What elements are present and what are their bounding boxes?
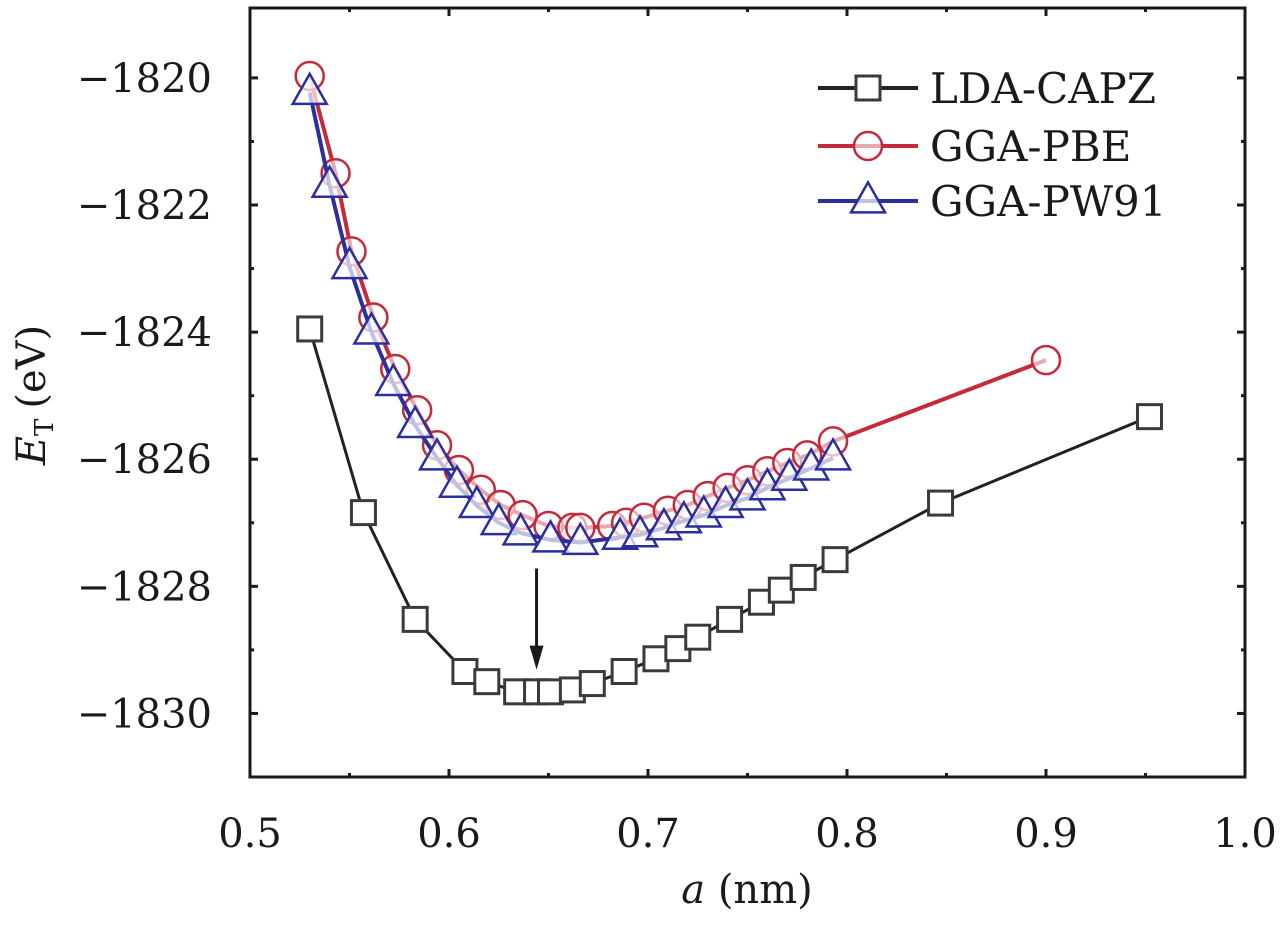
plot-frame: [248, 6, 1247, 779]
data-point-gga-pbe: [1030, 344, 1062, 376]
data-point-gga-pw91: [501, 511, 540, 546]
y-tick-label: −1828: [77, 564, 212, 610]
x-axis-label: a (nm): [681, 867, 812, 913]
data-point-lda-capz: [451, 658, 479, 686]
x-tick-label: 0.9: [1014, 811, 1078, 857]
data-point-gga-pw91: [310, 164, 349, 198]
data-point-gga-pw91: [396, 404, 435, 439]
x-tick-labels: 0.5 0.6 0.7 0.8 0.9 1.0: [218, 811, 1277, 857]
x-tick-label: 0.6: [417, 811, 481, 857]
data-point-lda-capz: [349, 499, 377, 527]
x-axis-unit: (nm): [718, 867, 813, 913]
y-tick-label: −1824: [77, 310, 212, 356]
legend-marker-gga-pbe: [852, 130, 884, 162]
legend: LDA-CAPZ GGA-PBE GGA-PW91: [818, 64, 1167, 226]
data-point-gga-pw91: [374, 362, 413, 397]
y-tick-label: −1822: [77, 183, 212, 229]
data-point-lda-capz: [610, 658, 638, 686]
legend-marker-lda-capz: [854, 74, 882, 102]
x-axis-symbol: a: [681, 867, 705, 913]
data-point-gga-pw91: [561, 521, 600, 556]
x-tick-label: 0.5: [218, 811, 282, 857]
legend-item-lda-capz: LDA-CAPZ: [818, 64, 1156, 113]
y-axis-subscript: T: [30, 418, 60, 436]
x-tick-label: 0.8: [815, 811, 879, 857]
y-tick-label: −1820: [77, 56, 212, 102]
data-point-lda-capz: [473, 668, 501, 696]
y-tick-label: −1826: [77, 437, 212, 483]
data-point-lda-capz: [401, 605, 429, 633]
data-point-lda-capz: [789, 563, 817, 591]
data-point-lda-capz: [821, 546, 849, 574]
y-tick-label: −1830: [77, 691, 212, 737]
legend-label-gga-pw91: GGA-PW91: [930, 177, 1167, 226]
annotation-layer: [529, 568, 544, 670]
legend-label-gga-pbe: GGA-PBE: [930, 122, 1131, 171]
data-point-gga-pw91: [290, 71, 329, 106]
arrow-head: [529, 645, 544, 670]
y-axis-symbol: E: [9, 436, 55, 466]
legend-marker-gga-pw91: [848, 179, 888, 214]
data-point-gga-pw91: [352, 310, 391, 345]
y-tick-labels: −1820 −1822 −1824 −1826 −1828 −1830: [77, 56, 212, 738]
data-point-gga-pw91: [813, 436, 853, 471]
y-axis-unit: (eV): [9, 325, 55, 409]
data-point-lda-capz: [684, 623, 712, 651]
data-point-lda-capz: [296, 315, 324, 343]
x-tick-label: 0.7: [616, 811, 680, 857]
series-lda-capz: [296, 315, 1163, 706]
data-point-lda-capz: [1135, 403, 1163, 431]
data-point-gga-pw91: [437, 464, 477, 498]
legend-label-lda-capz: LDA-CAPZ: [930, 64, 1156, 113]
legend-item-gga-pbe: GGA-PBE: [818, 122, 1131, 171]
data-point-gga-pw91: [417, 436, 457, 471]
data-point-lda-capz: [536, 678, 564, 706]
series-gga-pw91: [290, 71, 853, 556]
y-axis-label: ET (eV): [9, 325, 60, 466]
legend-item-gga-pw91: GGA-PW91: [818, 177, 1167, 226]
data-point-lda-capz: [767, 576, 795, 604]
data-point-gga-pw91: [479, 501, 518, 536]
data-point-lda-capz: [578, 670, 606, 698]
data-point-gga-pw91: [457, 484, 497, 519]
data-point-lda-capz: [716, 605, 744, 633]
data-point-lda-capz: [927, 489, 955, 517]
series-layer: [290, 60, 1163, 706]
data-point-gga-pw91: [531, 518, 570, 553]
x-tick-label: 1.0: [1213, 811, 1277, 857]
data-point-gga-pw91: [330, 245, 369, 280]
